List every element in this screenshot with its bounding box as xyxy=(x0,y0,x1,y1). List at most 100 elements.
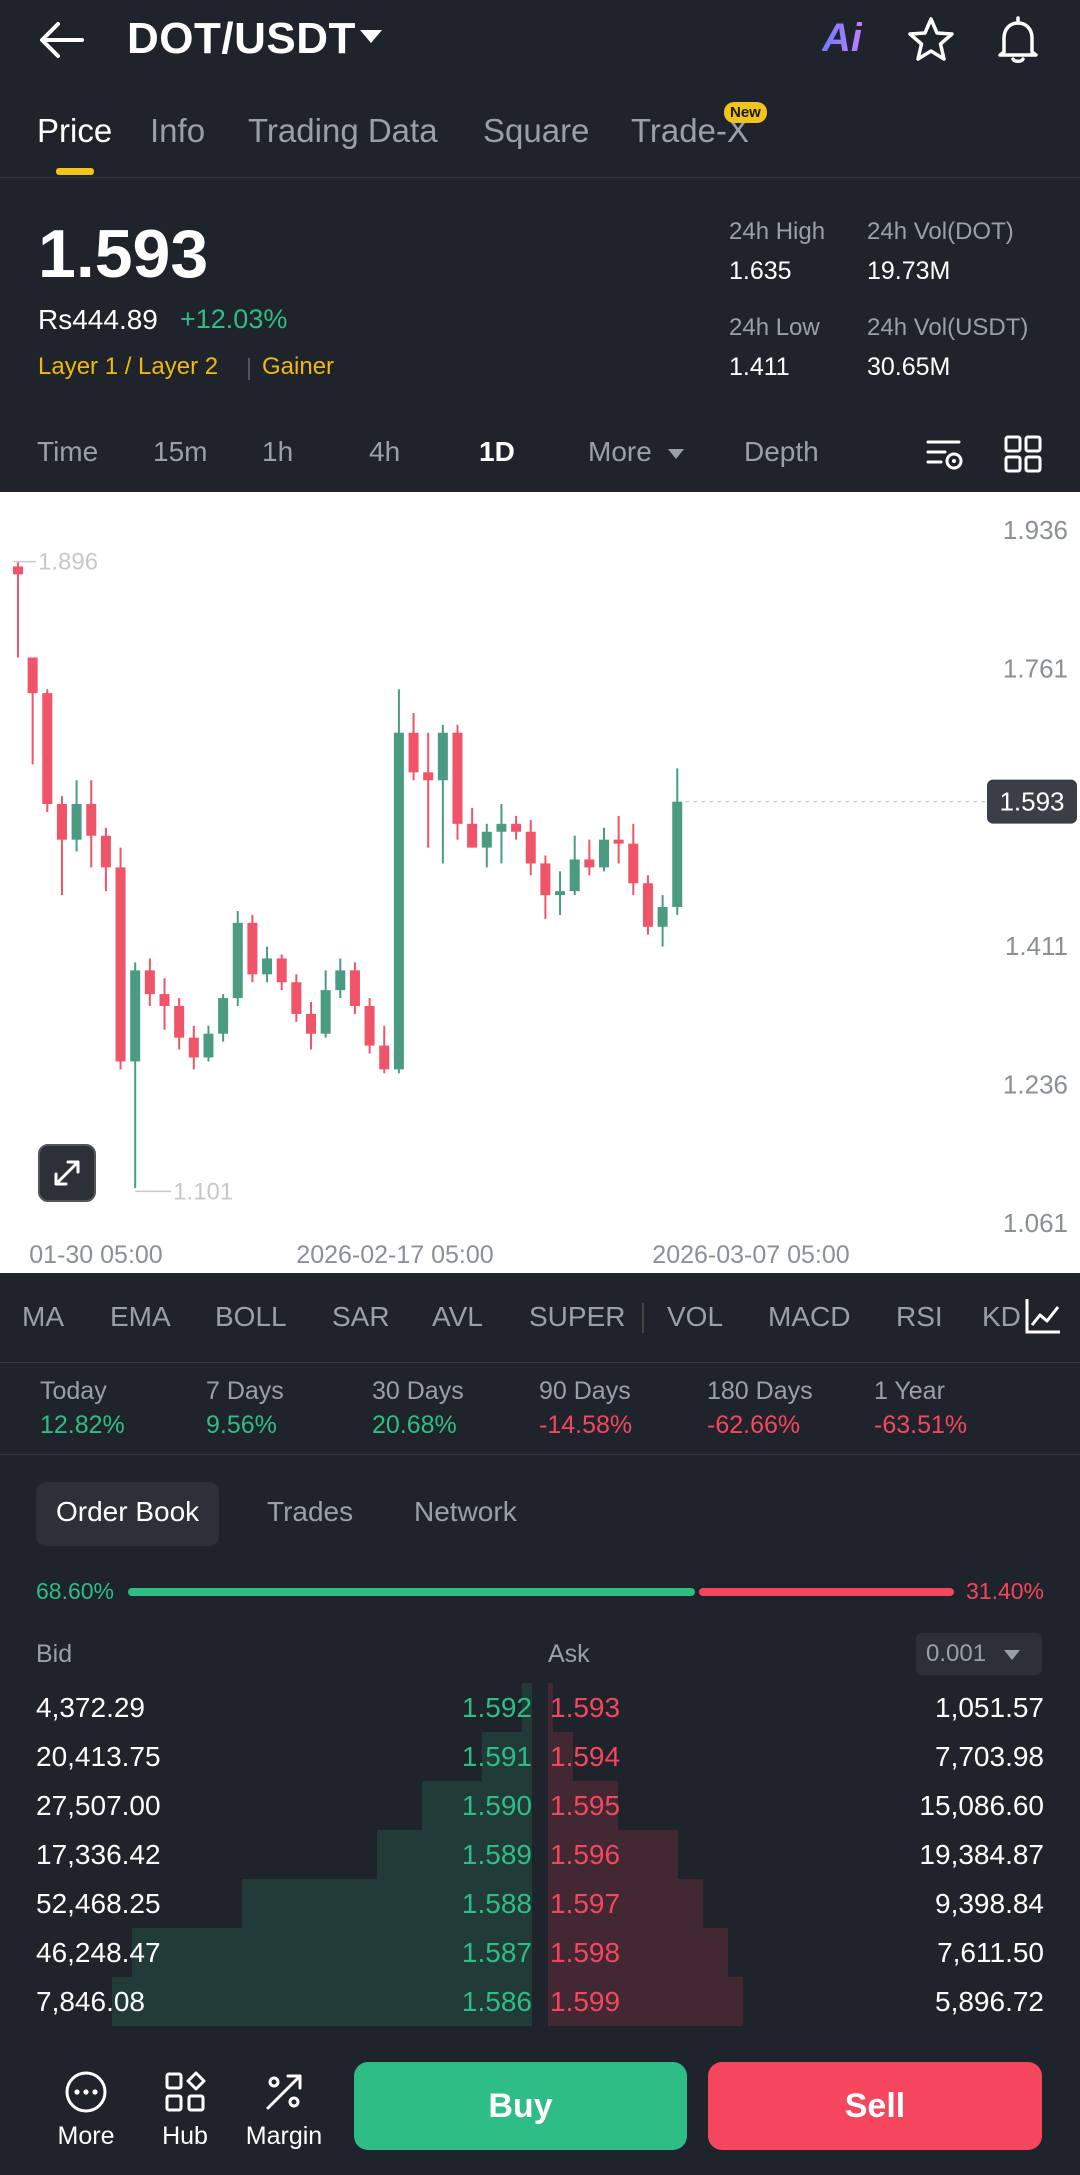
tag-gainer[interactable]: Gainer xyxy=(262,353,335,380)
indicator-rsi[interactable]: RSI xyxy=(896,1301,943,1332)
caret-down-icon[interactable] xyxy=(360,30,382,43)
orderbook-row[interactable]: 27,507.00 1.590 1.595 15,086.60 xyxy=(0,1781,1080,1830)
sell-button[interactable]: Sell xyxy=(708,2062,1042,2150)
tf-15m[interactable]: 15m xyxy=(153,436,208,467)
expand-chart-button[interactable] xyxy=(38,1144,96,1202)
tab-network[interactable]: Network xyxy=(414,1496,517,1527)
performance-strip: Today 12.82% 7 Days 9.56% 30 Days 20.68%… xyxy=(0,1365,1080,1455)
tab-trades[interactable]: Trades xyxy=(267,1496,354,1527)
orderbook-row[interactable]: 52,468.25 1.588 1.597 9,398.84 xyxy=(0,1879,1080,1928)
bid-depth-bar xyxy=(132,1928,532,1977)
candle-body xyxy=(130,970,141,1062)
ask-quantity: 1,051.57 xyxy=(935,1692,1044,1723)
ask-price: 1.593 xyxy=(550,1692,621,1723)
bid-quantity: 7,846.08 xyxy=(36,1986,145,2017)
candle-body xyxy=(569,859,580,892)
ask-price: 1.594 xyxy=(550,1741,621,1772)
precision-caret-icon xyxy=(1004,1650,1020,1660)
expand-icon xyxy=(54,1160,80,1186)
chart-settings-icon[interactable] xyxy=(925,434,965,474)
tab-square[interactable]: Square xyxy=(483,112,590,149)
precision-select[interactable]: 0.001 xyxy=(916,1633,1042,1675)
tab-info[interactable]: Info xyxy=(150,112,206,149)
candle-body xyxy=(86,804,97,836)
bottom-action-bar: More Hub Margin Buy Sell xyxy=(0,2040,1080,2175)
layout-grid-icon[interactable] xyxy=(1003,434,1043,474)
ask-quantity: 9,398.84 xyxy=(935,1888,1044,1919)
candle-body xyxy=(393,732,404,1070)
bid-quantity: 20,413.75 xyxy=(36,1741,161,1772)
indicator-settings-icon[interactable] xyxy=(1022,1295,1064,1337)
perf-value-1y: -63.51% xyxy=(874,1411,968,1439)
buy-button[interactable]: Buy xyxy=(354,2062,687,2150)
tf-1d[interactable]: 1D xyxy=(479,436,515,467)
bid-quantity: 17,336.42 xyxy=(36,1839,161,1870)
candle-body xyxy=(335,970,346,991)
candlestick-chart[interactable]: 1.936 1.761 1.411 1.236 1.061 1.896 1.101 1.593… xyxy=(0,492,1080,1273)
tab-order-book[interactable]: Order Book xyxy=(36,1482,220,1546)
bell-icon[interactable] xyxy=(992,14,1044,66)
tf-4h[interactable]: 4h xyxy=(369,436,401,467)
back-arrow-icon[interactable] xyxy=(38,18,86,62)
more-dots-icon xyxy=(65,2071,107,2113)
more-caret-icon xyxy=(668,449,684,459)
pair-title[interactable]: DOT/USDT xyxy=(127,14,356,63)
nav-margin[interactable]: Margin xyxy=(244,2070,324,2151)
tf-1h[interactable]: 1h xyxy=(262,436,294,467)
tf-time[interactable]: Time xyxy=(37,436,99,467)
candle-body xyxy=(27,657,38,694)
tag-category[interactable]: Layer 1 / Layer 2 xyxy=(38,353,219,380)
candle-body xyxy=(423,772,434,781)
star-icon[interactable] xyxy=(905,14,957,66)
orderbook-row[interactable]: 46,248.47 1.587 1.598 7,611.50 xyxy=(0,1928,1080,1977)
tab-price[interactable]: Price xyxy=(37,112,113,149)
indicator-kd[interactable]: KD xyxy=(982,1301,1021,1332)
candle-body xyxy=(628,843,639,884)
tf-depth[interactable]: Depth xyxy=(744,436,819,467)
candle-body xyxy=(437,732,448,781)
bid-quantity: 52,468.25 xyxy=(36,1888,161,1919)
bid-depth-bar xyxy=(242,1879,532,1928)
candle-body xyxy=(13,566,23,575)
tab-trading-data[interactable]: Trading Data xyxy=(248,112,438,149)
indicator-vol[interactable]: VOL xyxy=(667,1301,724,1332)
bid-price: 1.590 xyxy=(461,1790,532,1821)
indicator-super[interactable]: SUPER xyxy=(529,1301,626,1332)
tf-more[interactable]: More xyxy=(588,436,652,467)
orderbook-row[interactable]: 17,336.42 1.589 1.596 19,384.87 xyxy=(0,1830,1080,1879)
orderbook-row[interactable]: 20,413.75 1.591 1.594 7,703.98 xyxy=(0,1732,1080,1781)
nav-more[interactable]: More xyxy=(46,2070,126,2151)
indicator-ma[interactable]: MA xyxy=(22,1301,64,1332)
candle-body xyxy=(349,970,360,1006)
ask-header: Ask xyxy=(548,1640,590,1668)
nav-more-label: More xyxy=(57,2122,115,2150)
candle-body xyxy=(115,867,126,1062)
chart-canvas: 1.936 1.761 1.411 1.236 1.061 1.896 1.101 1.593… xyxy=(13,515,1077,1269)
orderbook-row[interactable]: 4,372.29 1.592 1.593 1,051.57 xyxy=(0,1683,1080,1732)
indicator-boll[interactable]: BOLL xyxy=(215,1301,287,1332)
ask-ratio: 31.40% xyxy=(965,1578,1044,1604)
x-tick-label: 2026-03-07 05:00 xyxy=(652,1241,849,1269)
indicator-avl[interactable]: AVL xyxy=(432,1301,483,1332)
candle-body xyxy=(555,891,566,896)
candle-body xyxy=(306,1013,316,1034)
perf-value-180d: -62.66% xyxy=(707,1411,801,1439)
ask-quantity: 19,384.87 xyxy=(919,1839,1044,1870)
bid-ratio-bar xyxy=(128,1588,695,1596)
price-change: +12.03% xyxy=(180,304,288,334)
nav-hub[interactable]: Hub xyxy=(145,2070,225,2151)
ai-button[interactable]: Ai xyxy=(822,16,862,60)
ask-price: 1.598 xyxy=(550,1937,621,1968)
ask-depth-bar xyxy=(548,1928,728,1977)
perf-label-90d: 90 Days xyxy=(539,1377,631,1405)
ask-depth-bar xyxy=(548,1683,553,1732)
indicator-ema[interactable]: EMA xyxy=(110,1301,171,1332)
stat-value-24h-high: 1.635 xyxy=(729,257,792,285)
indicator-macd[interactable]: MACD xyxy=(768,1301,851,1332)
indicator-sar[interactable]: SAR xyxy=(332,1301,390,1332)
perf-label-30d: 30 Days xyxy=(372,1377,464,1405)
stat-label-24h-high: 24h High xyxy=(729,218,826,245)
candle-body xyxy=(364,1005,375,1046)
active-tab-indicator xyxy=(56,168,94,175)
orderbook-row[interactable]: 7,846.08 1.586 1.599 5,896.72 xyxy=(0,1977,1080,2026)
